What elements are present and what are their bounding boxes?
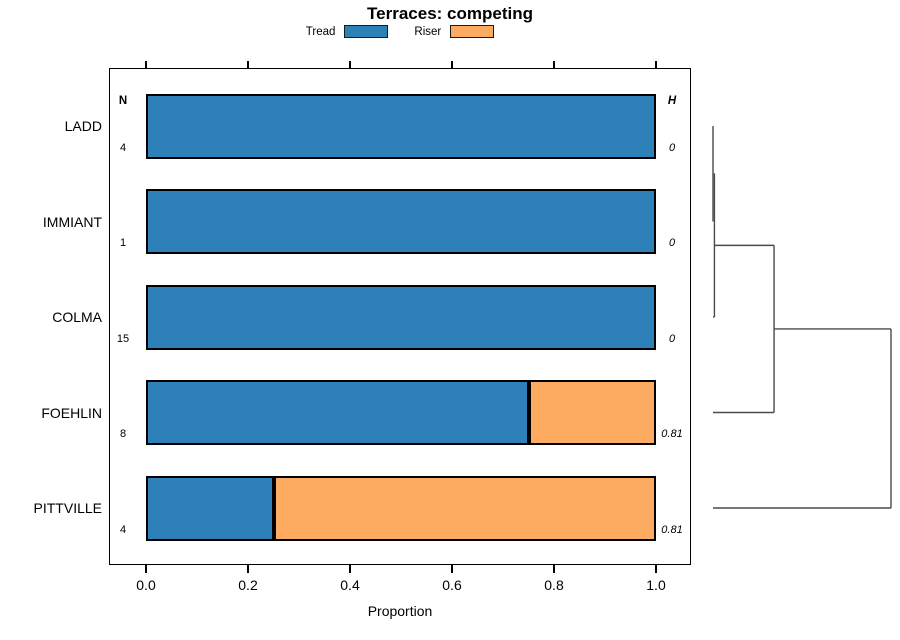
legend-label: Riser — [414, 25, 442, 38]
legend: Tread Riser — [109, 25, 691, 38]
n-value: 8 — [119, 428, 127, 440]
h-column-header: H — [667, 95, 677, 107]
h-value: 0 — [668, 332, 676, 345]
x-axis-tick-label: 0.6 — [442, 577, 462, 593]
x-axis-tick — [655, 565, 657, 573]
x-axis-tick-top — [655, 60, 657, 69]
x-axis-tick — [553, 565, 555, 573]
x-axis-tick-label: 0.2 — [238, 577, 258, 593]
n-value: 1 — [119, 237, 127, 249]
dendrogram — [712, 126, 892, 509]
y-axis-label: COLMA — [52, 309, 102, 325]
h-value: 0.81 — [661, 523, 683, 536]
h-value: 0 — [668, 237, 676, 249]
x-axis-title: Proportion — [367, 603, 433, 619]
legend-swatch-tread — [344, 25, 389, 38]
bar-segment-riser — [273, 475, 656, 541]
x-axis-tick-label: 0.0 — [136, 577, 156, 593]
x-axis-tick-top — [247, 60, 249, 69]
x-axis-tick — [145, 565, 147, 573]
y-axis-label: FOEHLIN — [41, 404, 102, 421]
x-axis-tick — [349, 565, 351, 573]
bar-segment-riser — [528, 380, 656, 445]
x-axis-tick-label: 0.8 — [544, 577, 564, 593]
x-axis-tick-top — [349, 60, 351, 69]
bar-segment-tread — [146, 475, 274, 541]
n-value: 4 — [119, 523, 127, 536]
bar-segment-tread — [146, 380, 529, 445]
legend-item-tread: Tread — [306, 25, 389, 38]
x-axis-tick — [451, 565, 453, 573]
x-axis-tick — [247, 565, 249, 573]
n-value: 15 — [116, 332, 130, 345]
x-axis-tick-label: 1.0 — [646, 577, 666, 593]
y-axis-label: LADD — [64, 118, 102, 134]
bar-segment-tread — [146, 93, 656, 159]
legend-label: Tread — [305, 25, 336, 38]
h-value: 0 — [668, 141, 676, 154]
x-axis-tick-top — [451, 60, 453, 69]
n-column-header: N — [118, 95, 128, 107]
x-axis-tick-top — [553, 60, 555, 69]
legend-item-riser: Riser — [414, 25, 495, 38]
y-axis-label: IMMIANT — [42, 213, 102, 230]
n-value: 4 — [119, 141, 127, 154]
plot-area — [109, 68, 691, 565]
bar-segment-tread — [146, 189, 656, 254]
bar-segment-tread — [146, 284, 656, 350]
x-axis-tick-label: 0.4 — [340, 577, 360, 593]
chart-title: Terraces: competing — [367, 4, 533, 23]
y-axis-label: PITTVILLE — [33, 500, 102, 516]
h-value: 0.81 — [661, 428, 683, 440]
legend-swatch-riser — [450, 25, 495, 38]
x-axis-tick-top — [145, 60, 147, 69]
